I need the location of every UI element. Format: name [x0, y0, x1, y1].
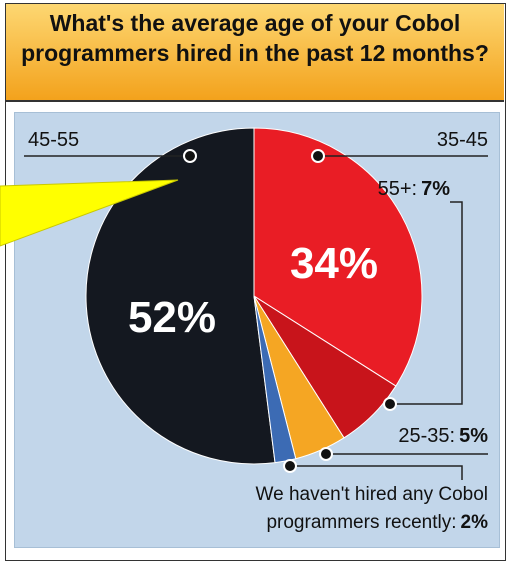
- pie-slice-35-45: [253, 127, 423, 387]
- annotation-pointer: [0, 179, 179, 247]
- label-45-55: 45-55: [28, 129, 79, 151]
- pie-slices: [85, 127, 423, 465]
- leader-dot-45-55: [183, 149, 197, 163]
- slice-value-35-45: 34%: [290, 239, 378, 288]
- label-35-45: 35-45: [437, 129, 488, 151]
- label-none-line1: We haven't hired any Cobol: [256, 484, 488, 505]
- leader-dot-none: [283, 459, 297, 473]
- leader-dot-25-35: [319, 447, 333, 461]
- label-25-35: 25-35: 5%: [398, 425, 488, 447]
- label-none-line2: programmers recently: 2%: [266, 512, 488, 533]
- leader-dot-35-45: [311, 149, 325, 163]
- leader-dot-55plus: [383, 397, 397, 411]
- chart-header: What's the average age of your Cobol pro…: [6, 4, 504, 102]
- leader-dots: [183, 149, 397, 473]
- chart-title: What's the average age of your Cobol pro…: [21, 10, 489, 66]
- leader-lines: [24, 155, 488, 480]
- pie-slice-45-55: [85, 127, 276, 465]
- slice-value-45-55: 52%: [128, 293, 216, 342]
- leader-line-55plus: [390, 201, 463, 405]
- leader-line-none: [290, 465, 463, 480]
- label-55plus: 55+: 7%: [378, 178, 451, 200]
